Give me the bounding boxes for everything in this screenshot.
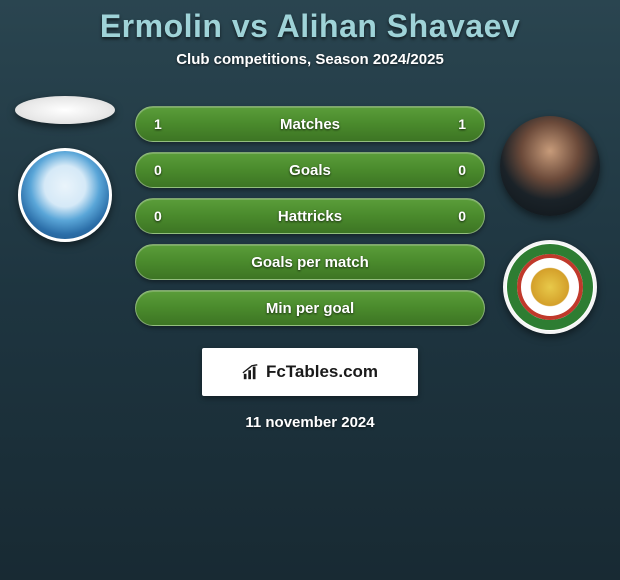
- date-text: 11 november 2024: [0, 414, 620, 431]
- brand-text: FcTables.com: [266, 362, 378, 382]
- stat-label: Goals: [289, 162, 331, 179]
- right-player-avatar: [500, 116, 600, 216]
- brand-watermark: FcTables.com: [202, 348, 418, 396]
- stat-label: Hattricks: [278, 208, 342, 225]
- stat-row-goals-per-match: Goals per match: [135, 244, 485, 280]
- stat-right-value: 0: [458, 208, 466, 224]
- page-title: Ermolin vs Alihan Shavaev: [0, 8, 620, 45]
- stat-left-value: 0: [154, 208, 162, 224]
- comparison-body: 1 Matches 1 0 Goals 0 0 Hattricks 0 Goal…: [0, 106, 620, 326]
- right-player-column: [500, 116, 600, 334]
- stat-left-value: 1: [154, 116, 162, 132]
- stat-right-value: 1: [458, 116, 466, 132]
- bar-chart-icon: [242, 363, 260, 381]
- subtitle: Club competitions, Season 2024/2025: [0, 51, 620, 68]
- stat-row-hattricks: 0 Hattricks 0: [135, 198, 485, 234]
- left-player-column: [15, 96, 115, 242]
- stat-label: Goals per match: [251, 254, 369, 271]
- stat-row-matches: 1 Matches 1: [135, 106, 485, 142]
- stat-row-min-per-goal: Min per goal: [135, 290, 485, 326]
- right-club-badge: [503, 240, 597, 334]
- left-player-avatar: [15, 96, 115, 124]
- stat-label: Min per goal: [266, 300, 354, 317]
- stat-right-value: 0: [458, 162, 466, 178]
- stat-left-value: 0: [154, 162, 162, 178]
- stat-row-goals: 0 Goals 0: [135, 152, 485, 188]
- comparison-card: Ermolin vs Alihan Shavaev Club competiti…: [0, 0, 620, 431]
- stats-list: 1 Matches 1 0 Goals 0 0 Hattricks 0 Goal…: [135, 106, 485, 326]
- left-club-badge: [18, 148, 112, 242]
- stat-label: Matches: [280, 116, 340, 133]
